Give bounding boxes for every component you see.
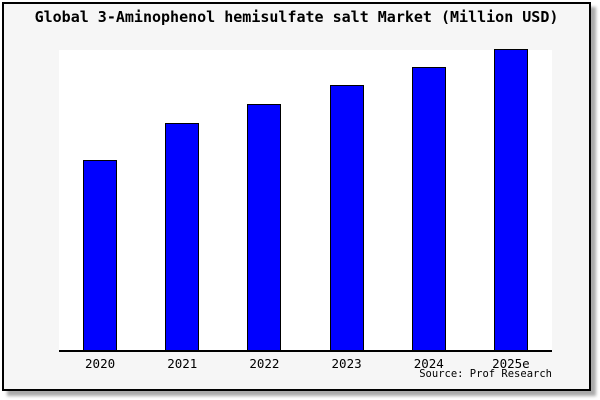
x-tick-label-2023: 2023	[331, 356, 362, 371]
bar-2023	[329, 85, 364, 350]
x-tick-label-2022: 2022	[249, 356, 280, 371]
x-tick-label-2021: 2021	[167, 356, 198, 371]
chart-title: Global 3-Aminophenol hemisulfate salt Ma…	[34, 8, 559, 26]
x-tick-label-2025e: 2025e	[492, 356, 530, 371]
chart-card: Global 3-Aminophenol hemisulfate salt Ma…	[2, 2, 591, 391]
x-tick-label-2020: 2020	[85, 356, 116, 371]
bar-2021	[165, 123, 200, 350]
bar-2022	[247, 104, 282, 350]
bar-2020	[83, 160, 118, 350]
bar-2024	[411, 66, 446, 350]
bar-2025e	[493, 48, 528, 350]
x-tick-label-2024: 2024	[413, 356, 444, 371]
plot-area	[59, 48, 552, 352]
source-note: Source: Prof Research	[419, 368, 552, 380]
